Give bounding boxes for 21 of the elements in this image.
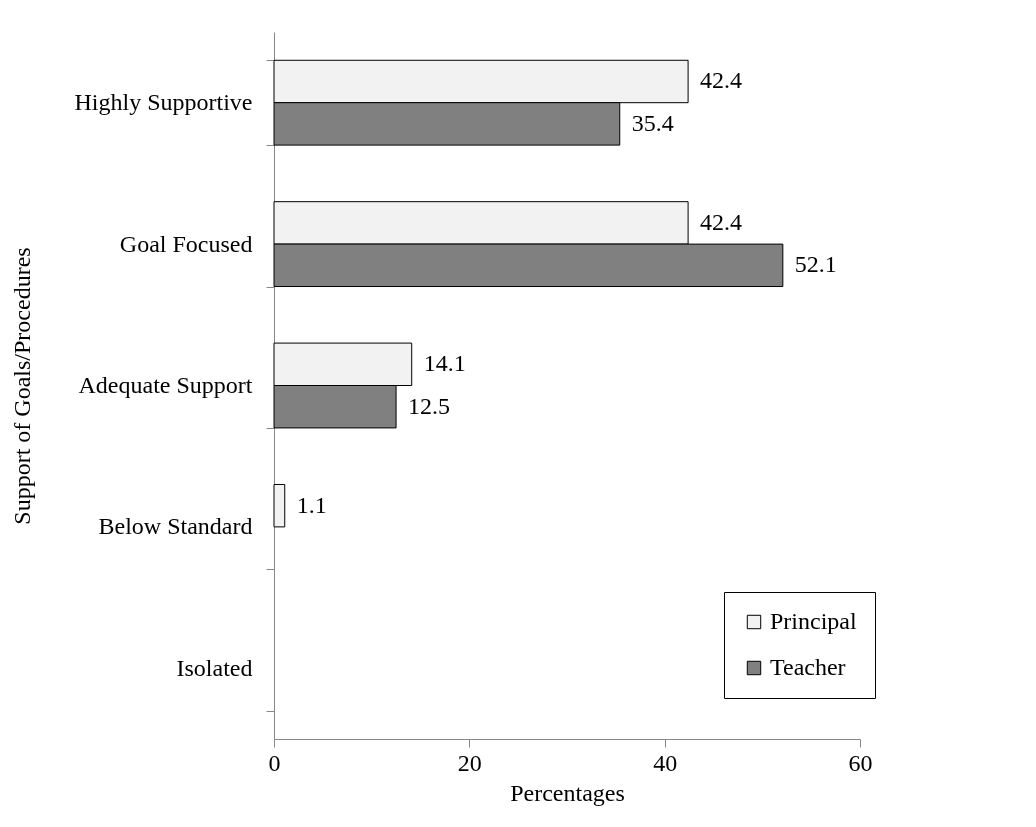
data-label: 35.4	[631, 109, 674, 136]
y-tick-label: Adequate Support	[78, 372, 253, 398]
legend-label: Teacher	[770, 654, 846, 680]
y-tick-label: Below Standard	[98, 513, 253, 540]
y-axis-title: Support of Goals/Procedures	[8, 247, 35, 525]
y-tick-label: Isolated	[176, 654, 253, 681]
bar	[273, 483, 286, 528]
data-label: 42.4	[700, 67, 743, 94]
data-label: 14.1	[423, 350, 466, 377]
legend-label: Principal	[770, 608, 857, 634]
x-tick-label: 20	[457, 749, 482, 776]
y-tick-label: Highly Supportive	[74, 89, 253, 116]
x-axis-title: Percentages	[510, 779, 625, 806]
x-tick-label: 0	[268, 749, 281, 776]
y-tick-label: Goal Focused	[119, 230, 253, 257]
x-tick-label: 40	[653, 749, 678, 776]
data-label: 52.1	[794, 251, 837, 278]
data-label: 1.1	[296, 491, 327, 518]
data-label: 42.4	[700, 208, 743, 235]
data-label: 12.5	[408, 392, 451, 419]
x-tick-label: 60	[848, 749, 873, 776]
